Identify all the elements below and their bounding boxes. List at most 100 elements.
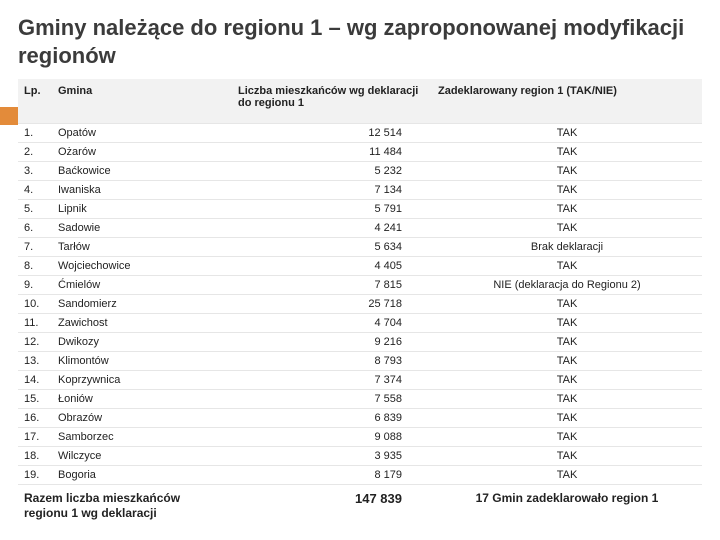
cell-dekl: TAK bbox=[432, 162, 702, 181]
cell-liczba: 4 704 bbox=[232, 314, 432, 333]
cell-gmina: Tarłów bbox=[52, 238, 232, 257]
cell-liczba: 9 216 bbox=[232, 333, 432, 352]
cell-gmina: Ożarów bbox=[52, 143, 232, 162]
cell-liczba: 7 134 bbox=[232, 181, 432, 200]
cell-lp: 2. bbox=[18, 143, 52, 162]
cell-lp: 14. bbox=[18, 371, 52, 390]
cell-gmina: Zawichost bbox=[52, 314, 232, 333]
table-row: 4.Iwaniska7 134TAK bbox=[18, 181, 702, 200]
cell-dekl: TAK bbox=[432, 295, 702, 314]
cell-gmina: Łoniów bbox=[52, 390, 232, 409]
cell-gmina: Klimontów bbox=[52, 352, 232, 371]
cell-dekl: TAK bbox=[432, 428, 702, 447]
cell-dekl: TAK bbox=[432, 447, 702, 466]
cell-dekl: TAK bbox=[432, 352, 702, 371]
table-row: 3.Baćkowice5 232TAK bbox=[18, 162, 702, 181]
cell-gmina: Sandomierz bbox=[52, 295, 232, 314]
footer-label: Razem liczba mieszkańców regionu 1 wg de… bbox=[18, 485, 232, 528]
page-title: Gminy należące do regionu 1 – wg zapropo… bbox=[18, 14, 702, 69]
table-header-row: Lp. Gmina Liczba mieszkańców wg deklarac… bbox=[18, 79, 702, 124]
cell-gmina: Opatów bbox=[52, 124, 232, 143]
cell-gmina: Dwikozy bbox=[52, 333, 232, 352]
cell-dekl: TAK bbox=[432, 314, 702, 333]
table-row: 19.Bogoria8 179TAK bbox=[18, 466, 702, 485]
cell-dekl: TAK bbox=[432, 200, 702, 219]
cell-gmina: Ćmielów bbox=[52, 276, 232, 295]
cell-dekl: TAK bbox=[432, 219, 702, 238]
table-row: 2.Ożarów11 484TAK bbox=[18, 143, 702, 162]
table-row: 1.Opatów12 514TAK bbox=[18, 124, 702, 143]
col-gmina: Gmina bbox=[52, 79, 232, 124]
cell-dekl: TAK bbox=[432, 257, 702, 276]
cell-liczba: 8 793 bbox=[232, 352, 432, 371]
cell-liczba: 7 815 bbox=[232, 276, 432, 295]
cell-liczba: 5 634 bbox=[232, 238, 432, 257]
footer-total: 147 839 bbox=[232, 485, 432, 528]
cell-liczba: 11 484 bbox=[232, 143, 432, 162]
cell-liczba: 5 232 bbox=[232, 162, 432, 181]
cell-dekl: TAK bbox=[432, 466, 702, 485]
cell-dekl: TAK bbox=[432, 181, 702, 200]
gminy-table: Lp. Gmina Liczba mieszkańców wg deklarac… bbox=[18, 79, 702, 527]
cell-liczba: 3 935 bbox=[232, 447, 432, 466]
cell-gmina: Obrazów bbox=[52, 409, 232, 428]
cell-liczba: 8 179 bbox=[232, 466, 432, 485]
cell-dekl: NIE (deklaracja do Regionu 2) bbox=[432, 276, 702, 295]
cell-gmina: Iwaniska bbox=[52, 181, 232, 200]
table-row: 11.Zawichost4 704TAK bbox=[18, 314, 702, 333]
cell-dekl: Brak deklaracji bbox=[432, 238, 702, 257]
table-row: 9.Ćmielów7 815NIE (deklaracja do Regionu… bbox=[18, 276, 702, 295]
cell-lp: 9. bbox=[18, 276, 52, 295]
table-row: 10.Sandomierz25 718TAK bbox=[18, 295, 702, 314]
col-liczba: Liczba mieszkańców wg deklaracji do regi… bbox=[232, 79, 432, 124]
cell-gmina: Koprzywnica bbox=[52, 371, 232, 390]
cell-lp: 7. bbox=[18, 238, 52, 257]
cell-lp: 6. bbox=[18, 219, 52, 238]
cell-gmina: Samborzec bbox=[52, 428, 232, 447]
cell-lp: 17. bbox=[18, 428, 52, 447]
cell-lp: 10. bbox=[18, 295, 52, 314]
footer-summary: 17 Gmin zadeklarowało region 1 bbox=[432, 485, 702, 528]
accent-block bbox=[0, 107, 18, 125]
cell-lp: 19. bbox=[18, 466, 52, 485]
cell-gmina: Wilczyce bbox=[52, 447, 232, 466]
cell-lp: 4. bbox=[18, 181, 52, 200]
cell-gmina: Wojciechowice bbox=[52, 257, 232, 276]
cell-dekl: TAK bbox=[432, 124, 702, 143]
cell-liczba: 7 558 bbox=[232, 390, 432, 409]
table-row: 8.Wojciechowice4 405TAK bbox=[18, 257, 702, 276]
table-row: 5.Lipnik5 791TAK bbox=[18, 200, 702, 219]
cell-liczba: 25 718 bbox=[232, 295, 432, 314]
cell-lp: 11. bbox=[18, 314, 52, 333]
cell-lp: 3. bbox=[18, 162, 52, 181]
cell-gmina: Baćkowice bbox=[52, 162, 232, 181]
table-row: 15.Łoniów7 558TAK bbox=[18, 390, 702, 409]
cell-lp: 12. bbox=[18, 333, 52, 352]
cell-lp: 1. bbox=[18, 124, 52, 143]
table-row: 13.Klimontów8 793TAK bbox=[18, 352, 702, 371]
table-row: 6.Sadowie4 241TAK bbox=[18, 219, 702, 238]
cell-liczba: 4 405 bbox=[232, 257, 432, 276]
cell-liczba: 4 241 bbox=[232, 219, 432, 238]
table-row: 14.Koprzywnica7 374TAK bbox=[18, 371, 702, 390]
cell-lp: 8. bbox=[18, 257, 52, 276]
cell-dekl: TAK bbox=[432, 409, 702, 428]
col-dekl: Zadeklarowany region 1 (TAK/NIE) bbox=[432, 79, 702, 124]
cell-gmina: Sadowie bbox=[52, 219, 232, 238]
cell-liczba: 9 088 bbox=[232, 428, 432, 447]
cell-liczba: 6 839 bbox=[232, 409, 432, 428]
cell-lp: 5. bbox=[18, 200, 52, 219]
table-row: 18.Wilczyce3 935TAK bbox=[18, 447, 702, 466]
cell-dekl: TAK bbox=[432, 143, 702, 162]
cell-liczba: 7 374 bbox=[232, 371, 432, 390]
cell-gmina: Lipnik bbox=[52, 200, 232, 219]
cell-lp: 18. bbox=[18, 447, 52, 466]
cell-lp: 16. bbox=[18, 409, 52, 428]
cell-gmina: Bogoria bbox=[52, 466, 232, 485]
table-row: 12.Dwikozy9 216TAK bbox=[18, 333, 702, 352]
cell-liczba: 5 791 bbox=[232, 200, 432, 219]
table-row: 16.Obrazów6 839TAK bbox=[18, 409, 702, 428]
cell-dekl: TAK bbox=[432, 371, 702, 390]
table-footer-row: Razem liczba mieszkańców regionu 1 wg de… bbox=[18, 485, 702, 528]
table-row: 7.Tarłów5 634Brak deklaracji bbox=[18, 238, 702, 257]
